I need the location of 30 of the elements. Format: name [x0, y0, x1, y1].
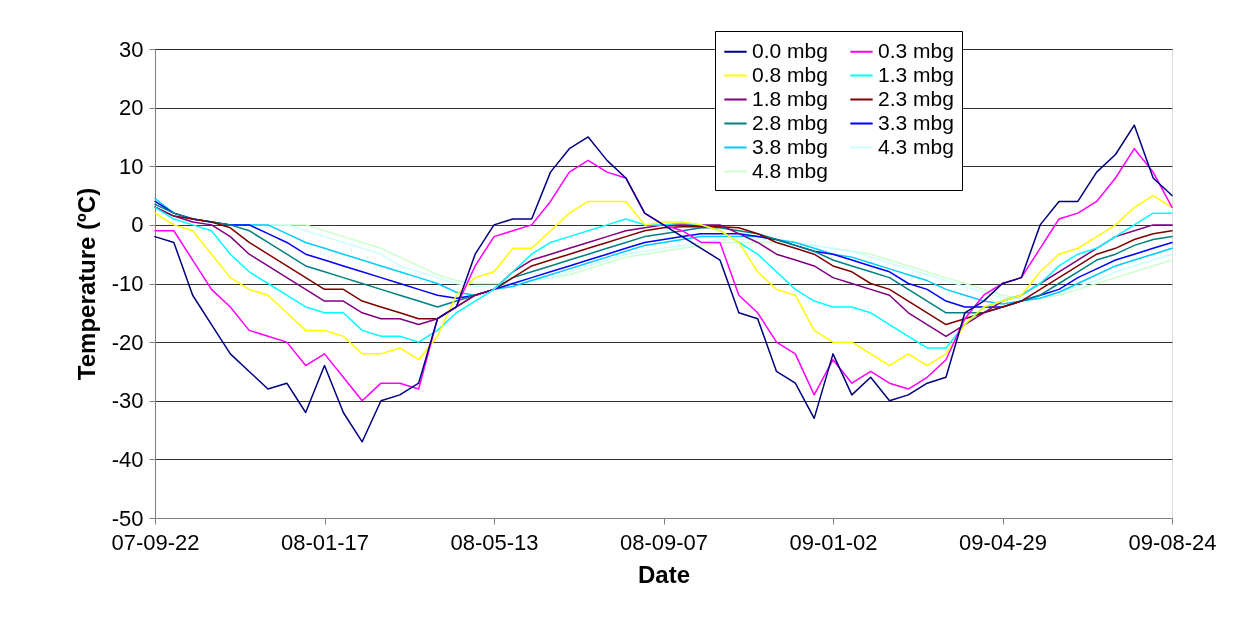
legend-label: 1.3 mbg [878, 62, 954, 86]
line-series [154, 194, 1173, 367]
legend-label: 2.8 mbg [752, 110, 828, 134]
legend-label: 1.8 mbg [752, 86, 828, 110]
legend-label: 3.3 mbg [878, 110, 954, 134]
legend-label: 4.3 mbg [878, 134, 954, 158]
x-tick-label: 09-08-24 [1128, 529, 1217, 555]
y-tick-label: 10 [119, 153, 144, 179]
legend-label: 4.8 mbg [752, 158, 828, 182]
y-tick-label: -10 [111, 271, 144, 296]
y-tick-label: 20 [119, 95, 144, 121]
x-tick-label: 08-05-13 [450, 529, 539, 555]
y-tick-label: 0 [131, 212, 144, 238]
y-tick-label: -30 [111, 388, 144, 414]
legend-label: 2.3 mbg [878, 86, 954, 110]
legend-label: 0.3 mbg [878, 38, 954, 62]
y-tick-label: -20 [111, 329, 144, 355]
x-tick-label: 09-01-02 [789, 529, 878, 555]
x-axis-title: Date [637, 560, 691, 588]
legend-label: 0.8 mbg [752, 62, 828, 86]
legend-label: 0.0 mbg [752, 38, 828, 62]
y-tick-label: -50 [111, 505, 144, 531]
y-tick-label: -40 [111, 446, 144, 472]
x-tick-label: 07-09-22 [111, 529, 200, 555]
x-tick-label: 08-01-17 [280, 529, 370, 555]
y-tick-label: 30 [119, 36, 144, 62]
x-tick-label: 09-04-29 [958, 529, 1048, 555]
legend-label: 3.8 mbg [752, 134, 828, 158]
x-tick-label: 08-09-07 [619, 529, 709, 555]
y-axis-title: Temperature (ºC) [72, 187, 100, 381]
